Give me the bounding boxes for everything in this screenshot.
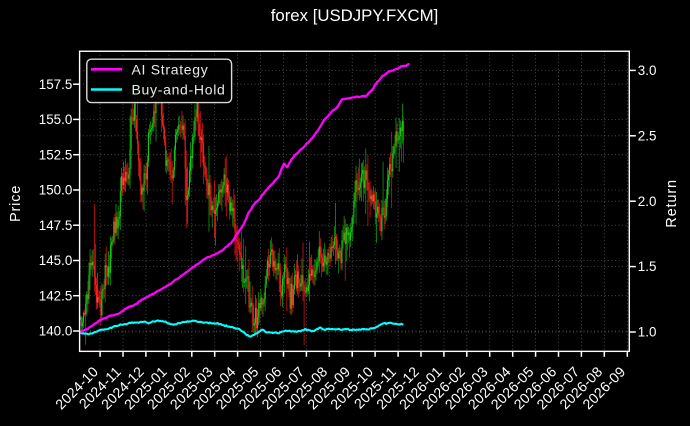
svg-text:1.5: 1.5 xyxy=(638,259,657,274)
svg-text:140.0: 140.0 xyxy=(39,324,73,339)
svg-text:142.5: 142.5 xyxy=(39,288,73,303)
svg-text:155.0: 155.0 xyxy=(39,112,73,127)
svg-text:AI Strategy: AI Strategy xyxy=(132,61,209,77)
svg-text:157.5: 157.5 xyxy=(39,77,73,92)
svg-text:forex [USDJPY.FXCM]: forex [USDJPY.FXCM] xyxy=(271,6,439,25)
svg-text:147.5: 147.5 xyxy=(39,218,73,233)
svg-text:2.5: 2.5 xyxy=(638,128,657,143)
svg-text:Buy-and-Hold: Buy-and-Hold xyxy=(132,82,226,98)
svg-text:1.0: 1.0 xyxy=(638,325,657,340)
svg-text:2.0: 2.0 xyxy=(638,194,657,209)
svg-text:152.5: 152.5 xyxy=(39,147,73,162)
svg-text:Return: Return xyxy=(664,179,680,228)
svg-text:Price: Price xyxy=(8,185,24,222)
svg-text:150.0: 150.0 xyxy=(39,183,73,198)
svg-text:145.0: 145.0 xyxy=(39,253,73,268)
svg-text:3.0: 3.0 xyxy=(638,63,657,78)
